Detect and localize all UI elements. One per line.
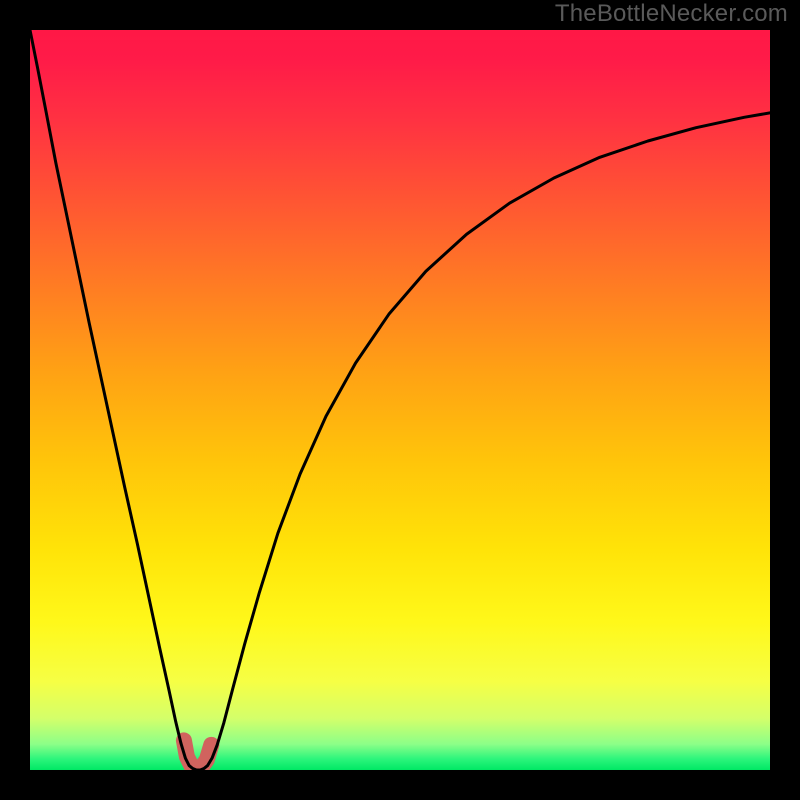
chart-stage: TheBottleNecker.com [0, 0, 800, 800]
bottleneck-plot [0, 0, 800, 800]
gradient-background [30, 30, 770, 770]
watermark-text: TheBottleNecker.com [555, 0, 788, 28]
